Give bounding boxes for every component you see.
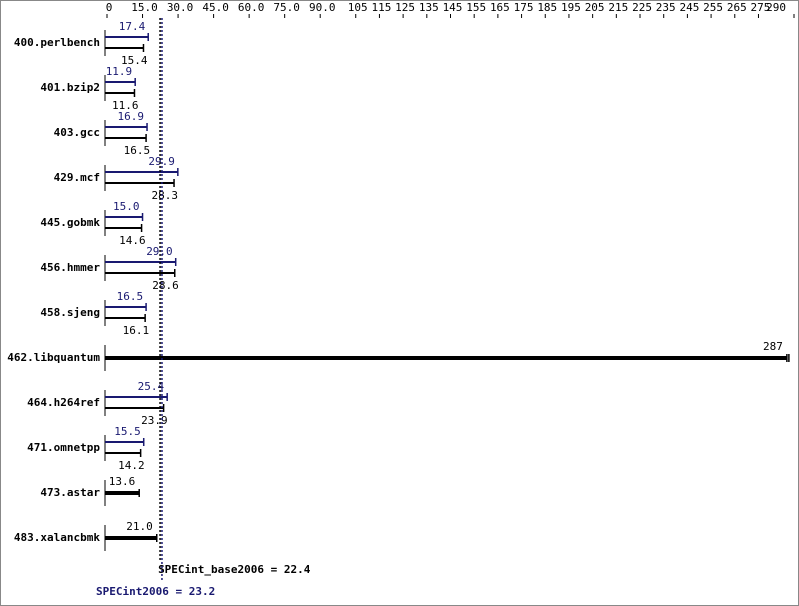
- x-tick-label: 255: [703, 1, 723, 14]
- x-tick-label: 235: [656, 1, 676, 14]
- x-tick-label: 75.0: [273, 1, 300, 14]
- value-label: 15.0: [113, 200, 140, 213]
- category-label: 471.omnetpp: [27, 441, 100, 454]
- value-label: 28.6: [152, 279, 179, 292]
- value-label: 15.4: [121, 54, 148, 67]
- value-label: 28.3: [152, 189, 179, 202]
- x-tick-label: 155: [466, 1, 486, 14]
- category-label: 401.bzip2: [40, 81, 100, 94]
- value-label: 13.6: [109, 475, 136, 488]
- x-tick-label: 15.0: [131, 1, 158, 14]
- value-label: 11.9: [106, 65, 133, 78]
- x-tick-label: 195: [561, 1, 581, 14]
- x-tick-label: 30.0: [167, 1, 194, 14]
- reference-label: SPECint2006 = 23.2: [96, 585, 215, 598]
- category-label: 462.libquantum: [7, 351, 100, 364]
- x-tick-label: 115: [371, 1, 391, 14]
- value-label: 29.9: [148, 155, 175, 168]
- category-label: 429.mcf: [54, 171, 100, 184]
- value-label: 11.6: [112, 99, 139, 112]
- value-label: 287: [763, 340, 783, 353]
- value-label: 16.5: [124, 144, 151, 157]
- x-tick-label: 205: [585, 1, 605, 14]
- x-tick-label: 225: [632, 1, 652, 14]
- category-label: 483.xalancbmk: [14, 531, 100, 544]
- value-label: 16.9: [118, 110, 145, 123]
- value-label: 14.2: [118, 459, 145, 472]
- value-label: 25.4: [138, 380, 165, 393]
- x-tick-label: 215: [608, 1, 628, 14]
- x-tick-label: 290: [766, 1, 786, 14]
- category-label: 456.hmmer: [40, 261, 100, 274]
- x-tick-label: 175: [514, 1, 534, 14]
- x-tick-label: 185: [537, 1, 557, 14]
- x-tick-label: 90.0: [309, 1, 336, 14]
- x-tick-label: 275: [751, 1, 771, 14]
- category-label: 403.gcc: [54, 126, 100, 139]
- x-tick-label: 125: [395, 1, 415, 14]
- x-tick-label: 0: [106, 1, 113, 14]
- x-tick-label: 105: [348, 1, 368, 14]
- value-label: 16.1: [123, 324, 150, 337]
- category-label: 464.h264ref: [27, 396, 100, 409]
- x-tick-label: 265: [727, 1, 747, 14]
- category-label: 473.astar: [40, 486, 100, 499]
- value-label: 17.4: [119, 20, 146, 33]
- value-label: 14.6: [119, 234, 146, 247]
- x-tick-label: 135: [419, 1, 439, 14]
- x-tick-label: 45.0: [202, 1, 229, 14]
- value-label: 21.0: [126, 520, 153, 533]
- category-label: 458.sjeng: [40, 306, 100, 319]
- x-tick-label: 145: [443, 1, 463, 14]
- x-tick-label: 165: [490, 1, 510, 14]
- value-label: 15.5: [114, 425, 141, 438]
- reference-label: SPECint_base2006 = 22.4: [158, 563, 311, 576]
- category-label: 400.perlbench: [14, 36, 100, 49]
- category-label: 445.gobmk: [40, 216, 100, 229]
- x-tick-label: 60.0: [238, 1, 265, 14]
- value-label: 16.5: [117, 290, 144, 303]
- x-tick-label: 245: [679, 1, 699, 14]
- value-label: 23.9: [141, 414, 168, 427]
